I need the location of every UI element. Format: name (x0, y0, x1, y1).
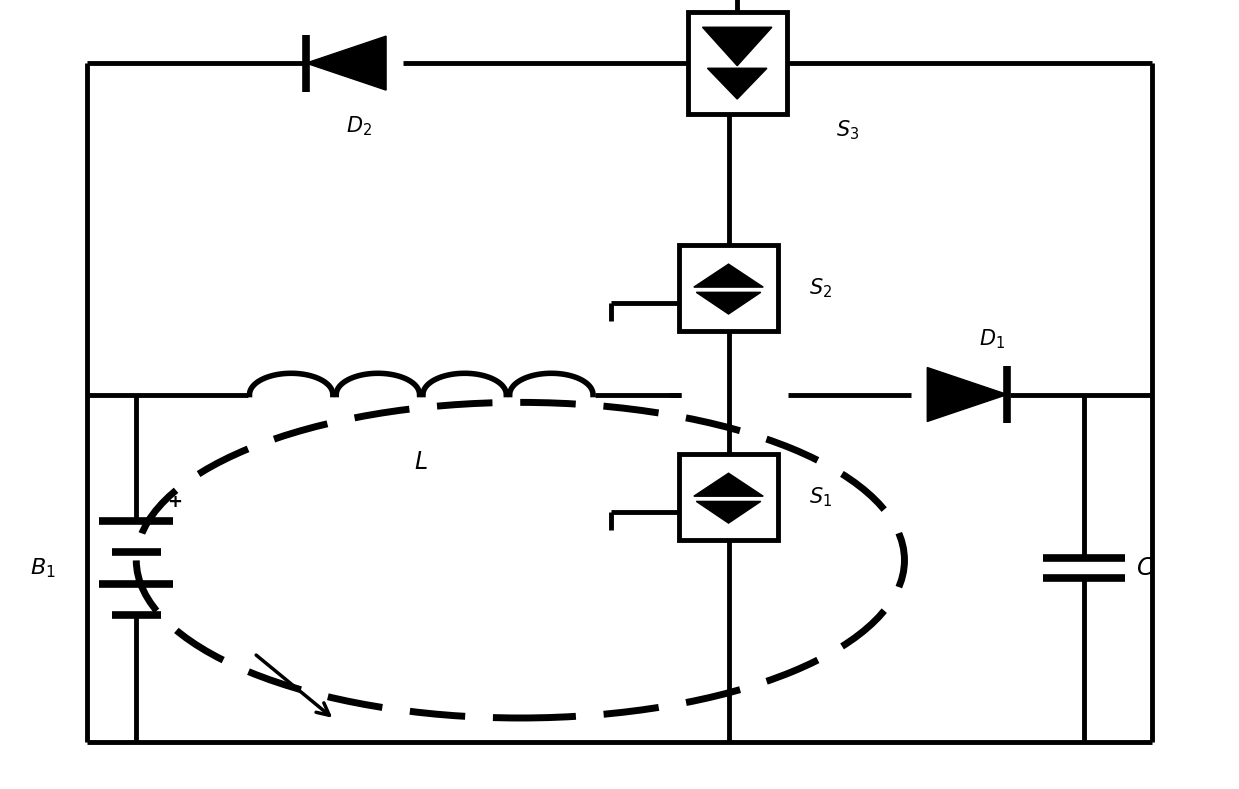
Polygon shape (694, 473, 763, 496)
Polygon shape (306, 36, 387, 90)
Text: $C$: $C$ (1136, 556, 1155, 580)
Polygon shape (707, 68, 767, 99)
Text: $D_1$: $D_1$ (979, 327, 1005, 351)
Text: $S_1$: $S_1$ (809, 485, 833, 509)
Text: $S_3$: $S_3$ (836, 118, 860, 142)
Polygon shape (696, 292, 761, 314)
Bar (688, 12, 787, 114)
Text: $S_2$: $S_2$ (809, 276, 833, 300)
Text: +: + (167, 493, 182, 511)
Polygon shape (927, 368, 1007, 421)
Text: $L$: $L$ (414, 450, 429, 473)
Polygon shape (694, 264, 763, 287)
Bar (679, 454, 778, 540)
Text: $B_1$: $B_1$ (30, 556, 56, 580)
Text: $D_2$: $D_2$ (347, 114, 372, 138)
Bar (679, 245, 778, 331)
Polygon shape (703, 28, 772, 65)
Polygon shape (696, 502, 761, 523)
